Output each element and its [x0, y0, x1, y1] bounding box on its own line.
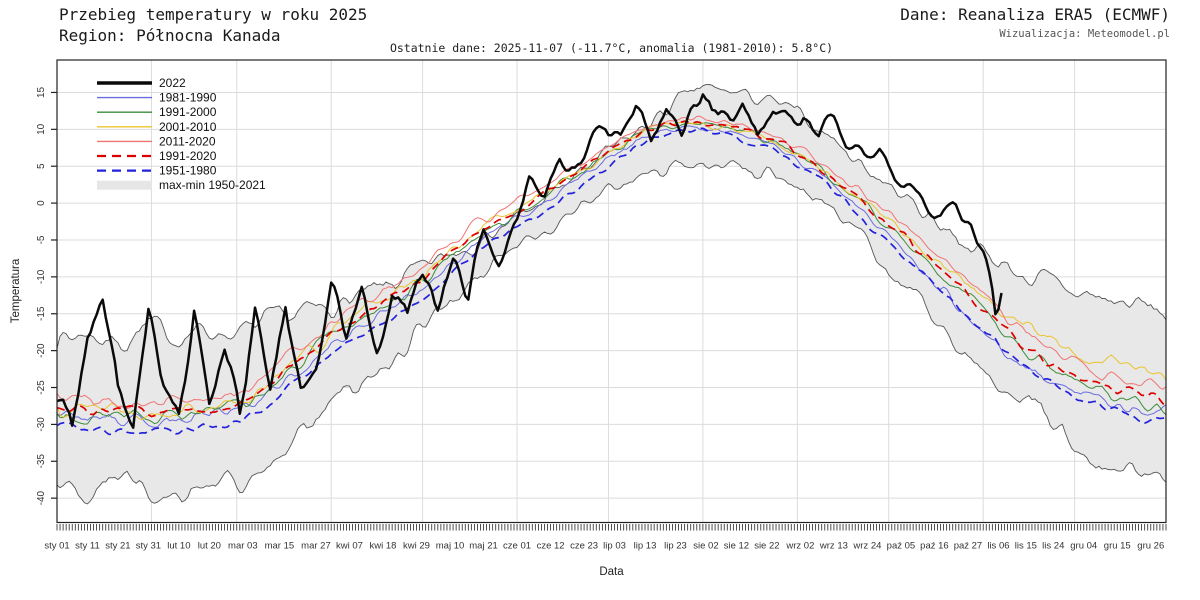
legend-item: 2022	[97, 76, 186, 90]
legend-label: 2011-2020	[159, 134, 216, 148]
x-tick-label: lis 06	[987, 541, 1009, 552]
y-axis: 15 10 5 0 -5 -10 -15 -20 -25 -30 -35 -40	[36, 86, 57, 505]
y-tick-label: -35	[36, 454, 47, 469]
x-tick-label: gru 15	[1104, 541, 1131, 552]
legend-item: 2001-2010	[97, 120, 217, 134]
y-tick-label: -40	[36, 490, 47, 505]
region-subtitle: Region: Północna Kanada	[59, 26, 281, 45]
x-tick-label: sty 01	[44, 541, 69, 552]
x-tick-label: wrz 02	[785, 541, 814, 552]
x-tick-label: cze 12	[537, 541, 565, 552]
y-tick-label: -20	[36, 343, 47, 358]
page-title: Przebieg temperatury w roku 2025	[59, 5, 368, 24]
legend-label: max-min 1950-2021	[159, 178, 266, 192]
x-tick-label: kwi 29	[403, 541, 430, 552]
x-axis: sty 01 sty 11 sty 21 sty 31 lut 10 lut 20 mar …	[44, 524, 1167, 552]
x-tick-label: lip 23	[664, 541, 687, 552]
y-tick-label: -5	[36, 235, 47, 244]
x-tick-label: wrz 13	[819, 541, 848, 552]
legend-item: 1991-2000	[97, 105, 217, 119]
series-1991-2020	[56, 120, 1167, 418]
x-tick-label: lis 24	[1042, 541, 1064, 552]
x-tick-label: gru 26	[1137, 541, 1164, 552]
x-tick-label: sty 21	[105, 541, 130, 552]
legend-label: 1991-2000	[159, 105, 217, 119]
minmax-band-max-line	[56, 84, 1167, 352]
legend-label: 1981-1990	[159, 91, 217, 105]
plot-border	[56, 59, 1167, 524]
x-tick-label: sie 12	[724, 541, 749, 552]
x-tick-label: mar 27	[301, 541, 331, 552]
x-axis-title: Data	[599, 566, 624, 578]
legend-item: 1951-1980	[97, 164, 217, 178]
y-tick-label: 0	[36, 200, 47, 206]
legend-label: 1951-1980	[159, 164, 217, 178]
legend-item: 1981-1990	[97, 91, 217, 105]
minmax-band-min-line	[56, 159, 1167, 505]
legend: 20221981-19901991-20002001-20102011-2020…	[97, 76, 266, 192]
x-tick-label: lip 03	[603, 541, 626, 552]
series-2011-2020	[56, 115, 1167, 409]
data-source: Dane: Reanaliza ERA5 (ECMWF)	[900, 5, 1170, 24]
last-data-note: Ostatnie dane: 2025-11-07 (-11.7°C, anom…	[389, 41, 834, 55]
x-tick-label: maj 10	[436, 541, 465, 552]
y-axis-title: Temperatura	[10, 258, 22, 324]
x-tick-label: sty 11	[75, 541, 100, 552]
y-tick-label: -25	[36, 380, 47, 395]
x-tick-label: lis 15	[1015, 541, 1037, 552]
x-tick-label: kwi 07	[336, 541, 363, 552]
x-tick-label: paź 16	[920, 541, 949, 552]
legend-label: 1991-2020	[159, 149, 217, 163]
x-tick-label: lip 13	[634, 541, 657, 552]
x-tick-label: lut 20	[198, 541, 221, 552]
x-tick-label: cze 23	[570, 541, 598, 552]
legend-item: max-min 1950-2021	[97, 178, 266, 192]
x-tick-label: mar 15	[265, 541, 295, 552]
legend-band-swatch	[97, 180, 152, 190]
visualization-credit: Wizualizacja: Meteomodel.pl	[999, 28, 1170, 40]
x-tick-label: maj 21	[469, 541, 498, 552]
legend-label: 2022	[159, 76, 186, 90]
legend-item: 2011-2020	[97, 134, 216, 148]
series-1951-1980	[56, 127, 1167, 436]
y-tick-label: 5	[36, 163, 47, 169]
x-tick-label: kwi 18	[370, 541, 397, 552]
x-tick-label: wrz 24	[852, 541, 881, 552]
y-tick-label: 15	[36, 86, 47, 98]
legend-item: 1991-2020	[97, 149, 217, 163]
series-2022	[56, 93, 1003, 429]
minmax-band-area	[57, 84, 1166, 504]
x-tick-label: sie 22	[754, 541, 779, 552]
legend-label: 2001-2010	[159, 120, 217, 134]
x-tick-label: paź 05	[887, 541, 916, 552]
x-tick-label: sty 31	[136, 541, 161, 552]
x-tick-label: mar 03	[228, 541, 258, 552]
y-tick-label: -30	[36, 417, 47, 432]
x-tick-label: gru 04	[1070, 541, 1097, 552]
y-tick-label: 10	[36, 123, 47, 135]
y-tick-label: -15	[36, 306, 47, 321]
y-tick-label: -10	[36, 269, 47, 284]
x-tick-label: lut 10	[167, 541, 190, 552]
x-tick-label: paź 27	[954, 541, 983, 552]
x-tick-label: sie 02	[693, 541, 718, 552]
x-tick-label: cze 01	[503, 541, 531, 552]
